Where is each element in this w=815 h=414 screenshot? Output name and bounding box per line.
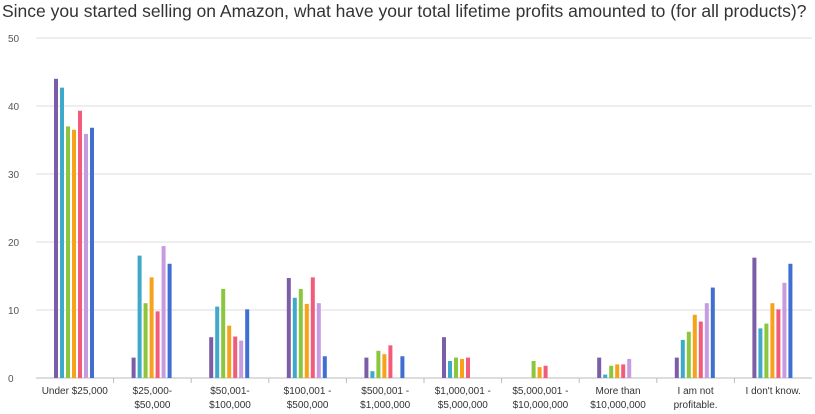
bar [310, 277, 315, 378]
bar [770, 303, 775, 378]
bar [752, 257, 757, 378]
bar [764, 323, 769, 378]
y-tick-label: 0 [8, 374, 14, 385]
bar [454, 357, 458, 378]
x-tick-label: $100,001 - [284, 386, 332, 397]
bar [686, 331, 691, 378]
bar [442, 337, 446, 378]
bar [60, 87, 64, 378]
x-tick-label: $1,000,000 [360, 400, 410, 411]
bar [543, 365, 548, 378]
bar [316, 303, 321, 378]
bar [531, 361, 536, 378]
chart-title: Since you started selling on Amazon, wha… [2, 1, 807, 21]
x-tick-label: Under $25,000 [42, 386, 109, 397]
bar [370, 371, 375, 378]
bar [286, 278, 291, 378]
bar [90, 127, 94, 378]
bar [245, 309, 250, 378]
x-tick-label: $100,000 [209, 400, 251, 411]
x-tick-label: $500,000 [287, 400, 329, 411]
bar [227, 325, 232, 378]
bar [209, 337, 214, 378]
bar [388, 345, 393, 378]
bar [621, 364, 626, 378]
x-tick-label: $50,001- [210, 386, 249, 397]
bar [66, 126, 70, 379]
x-tick-label: $1,000,001 - [435, 386, 491, 397]
bar [537, 367, 542, 378]
bar [167, 263, 172, 378]
bar [758, 328, 763, 378]
bar [603, 374, 608, 378]
bar [131, 357, 136, 378]
bar [72, 129, 76, 378]
bar [233, 336, 238, 378]
bar [448, 361, 452, 378]
bar [298, 288, 303, 378]
bar [221, 288, 226, 378]
bar [776, 309, 781, 378]
bar [322, 356, 327, 378]
y-tick-label: 50 [8, 34, 20, 45]
bar [149, 277, 154, 378]
bar [364, 357, 369, 378]
bar [615, 364, 620, 378]
x-tick-label: More than [595, 386, 640, 397]
bar [692, 314, 697, 378]
x-tick-label: $500,001 - [361, 386, 409, 397]
x-tick-label: I don't know. [746, 386, 801, 397]
bar [137, 255, 142, 378]
bar [680, 339, 685, 378]
bar [54, 78, 58, 379]
bar [143, 303, 148, 378]
bar [597, 357, 602, 378]
x-tick-label: profitable. [674, 400, 718, 411]
x-tick-label: $10,000,000 [590, 400, 646, 411]
bar [400, 356, 405, 378]
x-tick-label: $10,000,000 [513, 400, 569, 411]
bar [609, 365, 614, 378]
bar [155, 311, 160, 378]
y-tick-label: 20 [8, 238, 20, 249]
bar [674, 357, 679, 378]
bar [239, 340, 244, 378]
bar [782, 282, 787, 378]
bar [704, 303, 709, 378]
x-tick-label: $50,000 [134, 400, 171, 411]
y-tick-label: 40 [8, 102, 20, 113]
x-tick-label: $25,000- [133, 386, 172, 397]
bar [466, 357, 470, 378]
bar [292, 297, 297, 378]
bar [78, 110, 82, 378]
y-tick-label: 10 [8, 306, 20, 317]
bar [788, 263, 793, 378]
bar [376, 350, 381, 378]
bar [698, 321, 703, 378]
bar [382, 354, 387, 378]
bar [460, 358, 464, 378]
bar [84, 133, 88, 378]
x-tick-label: $5,000,000 [438, 400, 488, 411]
x-tick-label: I am not [678, 386, 714, 397]
y-tick-label: 30 [8, 170, 20, 181]
bar [304, 303, 309, 378]
bar [627, 358, 632, 378]
bar [161, 246, 166, 378]
bar [215, 306, 220, 378]
x-tick-label: $5,000,001 - [512, 386, 568, 397]
bar [710, 287, 715, 378]
